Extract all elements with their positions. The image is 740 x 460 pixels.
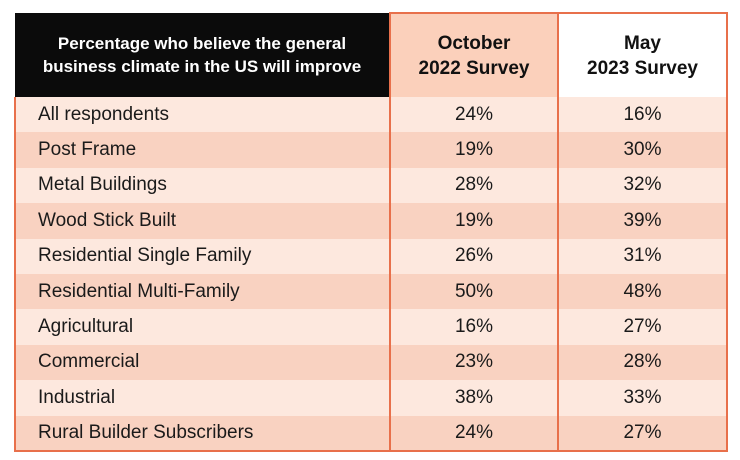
- cell-may-2023: 28%: [558, 344, 728, 381]
- row-label: Metal Buildings: [14, 167, 390, 204]
- cell-october-2022: 26%: [389, 238, 559, 274]
- header-may-2023: May 2023 Survey: [558, 12, 728, 97]
- table-row: Rural Builder Subscribers 24% 27%: [14, 415, 728, 452]
- cell-october-2022: 24%: [389, 415, 559, 452]
- header-question-line-1: Percentage who believe the general: [57, 34, 347, 53]
- header-october-line-1: October: [437, 32, 511, 54]
- header-may-line-1: May: [624, 32, 661, 54]
- cell-october-2022: 28%: [389, 167, 559, 204]
- row-label: Residential Single Family: [14, 238, 390, 274]
- table-row: Commercial 23% 28%: [14, 344, 728, 381]
- table-row: Metal Buildings 28% 32%: [14, 167, 728, 204]
- table-row: Wood Stick Built 19% 39%: [14, 203, 728, 239]
- table-header: Percentage who believe the general busin…: [15, 12, 728, 97]
- header-october-2022: October 2022 Survey: [389, 12, 559, 97]
- row-label: Agricultural: [14, 309, 390, 345]
- row-label: Wood Stick Built: [14, 203, 390, 239]
- header-october-line-2: 2022 Survey: [418, 57, 530, 79]
- table-row: Agricultural 16% 27%: [14, 309, 728, 345]
- header-question: Percentage who believe the general busin…: [15, 13, 390, 97]
- survey-table: Percentage who believe the general busin…: [14, 12, 728, 452]
- header-row: Percentage who believe the general busin…: [15, 12, 728, 97]
- header-question-line-2: business climate in the US will improve: [42, 57, 362, 76]
- cell-october-2022: 19%: [389, 203, 559, 239]
- header-may-line-2: 2023 Survey: [587, 57, 698, 79]
- cell-may-2023: 31%: [558, 238, 728, 274]
- table-row: Post Frame 19% 30%: [14, 132, 728, 168]
- cell-may-2023: 39%: [558, 203, 728, 239]
- cell-october-2022: 24%: [389, 97, 559, 133]
- cell-october-2022: 16%: [389, 309, 559, 345]
- cell-may-2023: 33%: [558, 380, 728, 416]
- cell-may-2023: 30%: [558, 132, 728, 168]
- row-label: All respondents: [14, 97, 390, 133]
- row-label: Residential Multi-Family: [14, 273, 390, 310]
- row-label: Post Frame: [14, 132, 390, 168]
- table-row: Industrial 38% 33%: [14, 380, 728, 416]
- cell-october-2022: 38%: [389, 380, 559, 416]
- table-row: All respondents 24% 16%: [14, 97, 728, 133]
- row-label: Industrial: [14, 380, 390, 416]
- cell-october-2022: 23%: [389, 344, 559, 381]
- cell-october-2022: 50%: [389, 273, 559, 310]
- cell-may-2023: 32%: [558, 167, 728, 204]
- cell-may-2023: 27%: [558, 309, 728, 345]
- cell-may-2023: 16%: [558, 97, 728, 133]
- table-row: Residential Single Family 26% 31%: [14, 238, 728, 274]
- cell-october-2022: 19%: [389, 132, 559, 168]
- table-body: All respondents 24% 16% Post Frame 19% 30% Met…: [14, 97, 728, 452]
- cell-may-2023: 27%: [558, 415, 728, 452]
- cell-may-2023: 48%: [558, 273, 728, 310]
- table-row: Residential Multi-Family 50% 48%: [14, 273, 728, 310]
- row-label: Commercial: [14, 344, 390, 381]
- survey-table-container: Percentage who believe the general busin…: [14, 12, 728, 452]
- row-label: Rural Builder Subscribers: [14, 415, 390, 452]
